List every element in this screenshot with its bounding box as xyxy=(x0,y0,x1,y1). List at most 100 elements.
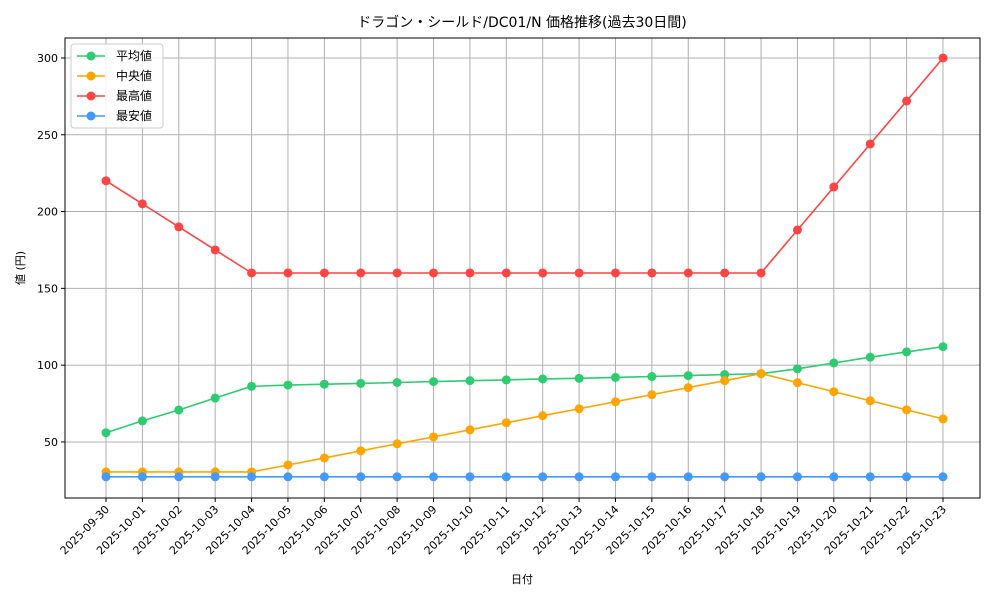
data-point xyxy=(756,268,766,278)
data-point xyxy=(574,472,584,482)
legend-label: 平均値 xyxy=(116,48,152,63)
data-point xyxy=(647,268,657,278)
y-tick-label: 100 xyxy=(37,359,58,372)
y-tick-label: 50 xyxy=(44,436,58,449)
data-point xyxy=(283,460,293,470)
data-point xyxy=(683,383,693,393)
data-point xyxy=(610,372,620,382)
y-tick-label: 300 xyxy=(37,52,58,65)
data-point xyxy=(501,375,511,385)
data-point xyxy=(538,411,548,421)
data-point xyxy=(865,396,875,406)
data-point xyxy=(829,358,839,368)
y-axis-label: 値 (円) xyxy=(14,251,27,285)
data-point xyxy=(683,268,693,278)
data-point xyxy=(101,428,111,438)
data-point xyxy=(865,472,875,482)
data-point xyxy=(283,472,293,482)
data-point xyxy=(319,472,329,482)
data-point xyxy=(356,472,366,482)
y-tick-label: 200 xyxy=(37,206,58,219)
data-point xyxy=(647,372,657,382)
data-point xyxy=(720,376,730,386)
data-point xyxy=(137,416,147,426)
x-ticks: 2025-09-302025-10-012025-10-022025-10-03… xyxy=(58,498,949,557)
data-point xyxy=(829,387,839,397)
data-point xyxy=(683,371,693,381)
y-ticks: 50 100 150 200 250 300 xyxy=(37,52,65,449)
legend-label: 最高値 xyxy=(116,88,152,103)
data-point xyxy=(902,405,912,415)
data-point xyxy=(465,472,475,482)
series-line xyxy=(106,372,944,473)
legend-marker xyxy=(86,71,96,81)
chart-title: ドラゴン・シールド/DC01/N 価格推移(過去30日間) xyxy=(357,14,686,31)
data-point xyxy=(792,364,802,374)
series-lines xyxy=(101,53,948,482)
data-point xyxy=(247,268,257,278)
data-point xyxy=(647,390,657,400)
data-point xyxy=(356,446,366,456)
data-point xyxy=(574,373,584,383)
data-point xyxy=(829,472,839,482)
data-point xyxy=(538,472,548,482)
y-tick-label: 150 xyxy=(37,282,58,295)
data-point xyxy=(137,199,147,209)
y-tick-label: 250 xyxy=(37,129,58,142)
plot-frame xyxy=(64,37,981,499)
data-point xyxy=(429,472,439,482)
data-point xyxy=(319,453,329,463)
data-point xyxy=(538,268,548,278)
data-point xyxy=(356,268,366,278)
data-point xyxy=(865,352,875,362)
data-point xyxy=(902,347,912,357)
data-point xyxy=(210,393,220,403)
data-point xyxy=(938,472,948,482)
data-point xyxy=(101,176,111,186)
data-point xyxy=(392,268,402,278)
data-point xyxy=(792,378,802,388)
data-point xyxy=(101,472,111,482)
data-point xyxy=(865,139,875,149)
data-point xyxy=(756,472,766,482)
data-point xyxy=(501,268,511,278)
data-point xyxy=(356,378,366,388)
data-point xyxy=(319,379,329,389)
data-point xyxy=(574,268,584,278)
data-point xyxy=(720,268,730,278)
data-point xyxy=(247,472,257,482)
data-point xyxy=(501,472,511,482)
legend-label: 最安値 xyxy=(116,108,152,123)
data-point xyxy=(756,369,766,379)
legend-marker xyxy=(86,51,96,61)
series-line xyxy=(105,57,944,274)
data-point xyxy=(610,397,620,407)
data-point xyxy=(174,405,184,415)
data-point xyxy=(902,472,912,482)
data-point xyxy=(829,182,839,192)
data-point xyxy=(792,472,802,482)
data-point xyxy=(647,472,657,482)
data-point xyxy=(174,222,184,232)
data-point xyxy=(938,342,948,352)
data-point xyxy=(792,225,802,235)
data-point xyxy=(283,268,293,278)
data-point xyxy=(247,381,257,391)
data-point xyxy=(319,268,329,278)
data-point xyxy=(429,377,439,387)
data-point xyxy=(610,268,620,278)
data-point xyxy=(210,245,220,255)
legend-box xyxy=(70,43,164,129)
grid xyxy=(65,38,980,498)
data-point xyxy=(429,432,439,442)
data-point xyxy=(137,472,147,482)
data-point xyxy=(720,472,730,482)
data-point xyxy=(392,378,402,388)
data-point xyxy=(938,53,948,63)
x-axis-label: 日付 xyxy=(511,573,533,586)
series-1 xyxy=(101,369,948,477)
legend-marker xyxy=(86,91,96,101)
data-point xyxy=(392,439,402,449)
